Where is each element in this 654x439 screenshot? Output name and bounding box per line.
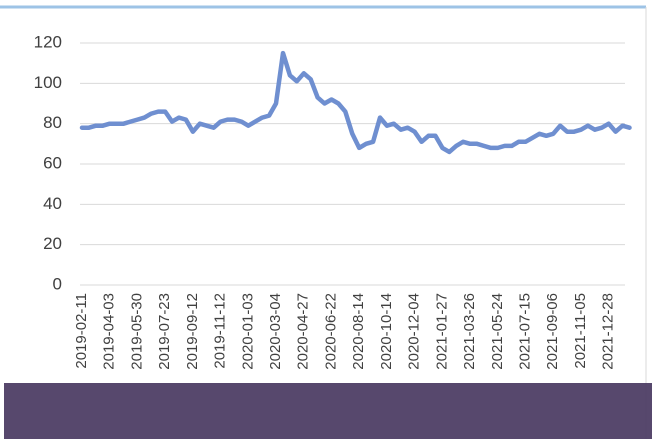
x-tick-label: 2020-12-04: [406, 293, 423, 370]
y-tick-label: 60: [43, 153, 62, 172]
x-tick-label: 2020-10-14: [378, 293, 395, 370]
overlay-bar: [4, 383, 652, 439]
y-tick-label: 120: [34, 32, 62, 51]
x-tick-label: 2021-09-06: [544, 293, 561, 370]
x-tick-label: 2021-03-26: [461, 293, 478, 370]
x-tick-label: 2019-09-12: [184, 293, 201, 370]
plot: 0 20 40 60 80 100 120 2019-02-11 2019-04-03 2019-…: [34, 32, 632, 370]
x-tick-label: 2019-11-12: [212, 293, 229, 369]
x-tick-label: 2020-08-14: [350, 293, 367, 370]
x-tick-label: 2021-05-24: [489, 293, 506, 370]
y-tick-label: 0: [53, 274, 62, 293]
x-tick-label: 2020-04-27: [295, 293, 312, 370]
x-tick-label: 2019-07-23: [156, 293, 173, 370]
x-tick-label: 2021-12-28: [600, 293, 617, 370]
x-tick-label: 2021-11-05: [572, 293, 589, 369]
x-tick-label: 2020-01-03: [239, 293, 256, 370]
x-tick-label: 2020-03-04: [267, 293, 284, 370]
x-tick-label: 2019-04-03: [101, 293, 118, 370]
x-tick-label: 2020-06-22: [322, 293, 339, 370]
y-tick-label: 80: [43, 113, 62, 132]
x-tick-label: 2019-05-30: [128, 293, 145, 370]
x-tick-label: 2019-02-11: [73, 293, 90, 369]
y-tick-label: 100: [34, 73, 62, 92]
x-tick-label: 2021-01-27: [433, 293, 450, 370]
y-tick-label: 20: [43, 234, 62, 253]
series-line: [79, 50, 632, 155]
x-tick-label: 2021-07-15: [516, 293, 533, 370]
y-tick-label: 40: [43, 194, 62, 213]
